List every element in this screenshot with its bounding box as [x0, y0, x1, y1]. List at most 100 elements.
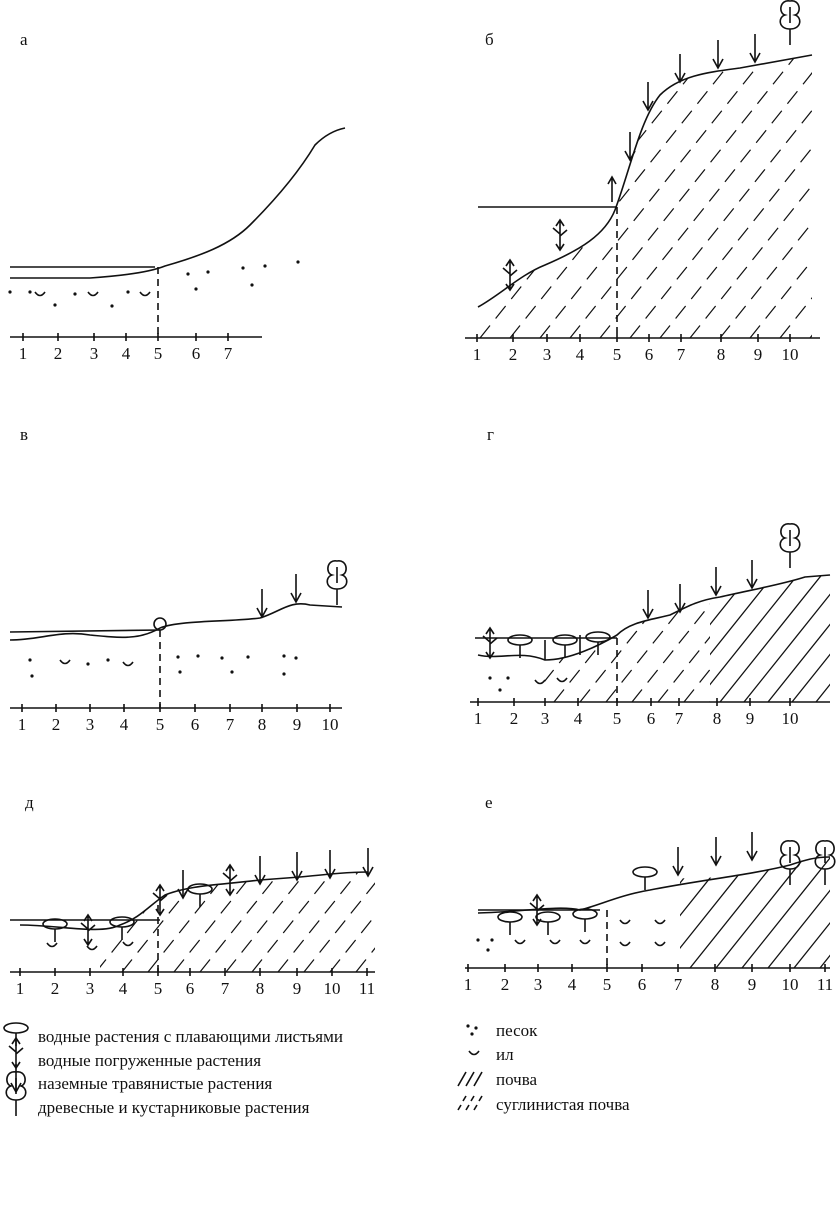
- hatch-line: [434, 860, 524, 972]
- tick-label: 4: [576, 345, 585, 364]
- sand: [53, 303, 56, 306]
- floating-plant: [508, 635, 532, 645]
- hatch-line: [684, 590, 774, 702]
- terrestrial-plant: [750, 34, 760, 62]
- terrestrial-plant: [257, 589, 267, 617]
- tick-label: 2: [51, 979, 60, 998]
- tick-label: 7: [674, 975, 683, 994]
- silt: [535, 680, 545, 684]
- hatch-line: [814, 590, 839, 702]
- silt: [123, 662, 133, 666]
- panel-label: а: [20, 30, 28, 49]
- sand: [30, 674, 33, 677]
- tick-label: 3: [543, 345, 552, 364]
- sand: [28, 290, 31, 293]
- tick-label: 10: [782, 975, 799, 994]
- sand: [110, 304, 113, 307]
- hatch-line: [0, 860, 30, 972]
- hatch-line: [570, 40, 808, 338]
- hatch-line: [148, 860, 238, 972]
- tick-label: 9: [293, 715, 302, 734]
- sand: [206, 270, 209, 273]
- sand: [178, 670, 181, 673]
- tree: [327, 561, 346, 605]
- tick-label: 6: [192, 344, 201, 363]
- hatch-line: [630, 40, 839, 338]
- hatch-line: [96, 860, 186, 972]
- silt: [550, 940, 560, 944]
- figure: а1234567б12345678910в12345678910г1234567…: [0, 0, 839, 1208]
- legend-text: суглинистая почва: [496, 1095, 630, 1114]
- tick-label: 6: [186, 979, 195, 998]
- silt: [35, 292, 45, 296]
- sand: [220, 656, 223, 659]
- tick-label: 4: [574, 709, 583, 728]
- tick-label: 1: [474, 709, 483, 728]
- floating-plant: [633, 867, 657, 877]
- terrestrial-plant: [675, 54, 685, 82]
- silt: [557, 678, 567, 682]
- silt: [515, 940, 525, 944]
- submerged-plant: [553, 220, 567, 250]
- tick-label: 2: [501, 975, 510, 994]
- submerged-plant: [483, 628, 497, 658]
- silt: [655, 920, 665, 924]
- tick-label: 1: [18, 715, 27, 734]
- sand: [488, 676, 491, 679]
- terrestrial-plant: [643, 82, 653, 110]
- panel-label: д: [25, 793, 34, 812]
- tick-label: 7: [221, 979, 230, 998]
- tick-label: 1: [19, 344, 28, 363]
- hatch-line: [382, 860, 472, 972]
- sand: [186, 272, 189, 275]
- tick-label: 3: [90, 344, 99, 363]
- tick-label: 8: [256, 979, 265, 998]
- hatching: [0, 40, 839, 972]
- hatch-line: [18, 860, 108, 972]
- hatch-line: [174, 860, 264, 972]
- hatch-line: [360, 40, 598, 338]
- hatch-line: [810, 40, 839, 338]
- tick-label: 7: [224, 344, 233, 363]
- silt: [87, 946, 97, 950]
- legend-text: водные растения с плавающими листьями: [38, 1027, 343, 1046]
- sand: [470, 1032, 473, 1035]
- tick-label: 2: [510, 709, 519, 728]
- hatch-line: [690, 40, 839, 338]
- tick-label: 5: [154, 344, 163, 363]
- hatch-group: [300, 40, 839, 338]
- floating-plant: [110, 917, 134, 927]
- legend-text: песок: [496, 1021, 538, 1040]
- sand: [106, 658, 109, 661]
- hatch-line: [720, 570, 826, 702]
- submerged-plant: [223, 865, 237, 895]
- silt: [140, 292, 150, 296]
- sand: [490, 938, 493, 941]
- tick-label: 1: [464, 975, 473, 994]
- legend-text: древесные и кустарниковые растения: [38, 1098, 310, 1117]
- sand: [498, 688, 501, 691]
- symbols: [4, 1, 835, 1116]
- sand: [196, 654, 199, 657]
- silt: [47, 943, 57, 947]
- submerged-plant: [9, 1038, 23, 1068]
- hatch-line: [540, 40, 778, 338]
- panel-label: б: [485, 30, 494, 49]
- tick-label: 9: [293, 979, 302, 998]
- hatch-line: [122, 860, 212, 972]
- terrestrial-plant: [747, 560, 757, 588]
- sand: [296, 260, 299, 263]
- tick-label: 7: [675, 709, 684, 728]
- submerged-plant: [503, 260, 517, 290]
- hatch-line: [0, 860, 82, 972]
- sand: [230, 670, 233, 673]
- tick-label: 8: [713, 709, 722, 728]
- sand: [73, 292, 76, 295]
- floating-plant: [553, 635, 577, 645]
- silt: [655, 942, 665, 946]
- floating-plant: [586, 632, 610, 642]
- hatch-line: [486, 860, 576, 972]
- hatch-line: [450, 40, 688, 338]
- terrain: [10, 55, 830, 976]
- hatch-line: [390, 40, 628, 338]
